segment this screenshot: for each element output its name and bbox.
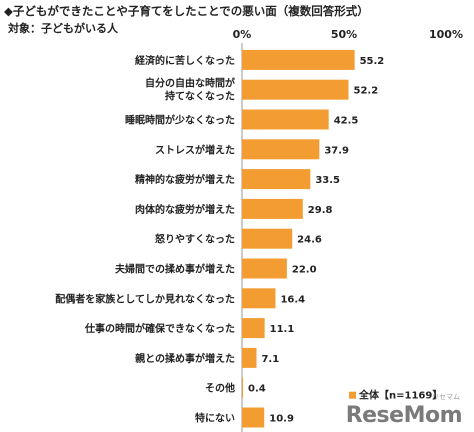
- bar: [242, 79, 349, 100]
- category-label: 経済的に苦しくなった: [135, 54, 235, 67]
- category-label: ストレスが増えた: [155, 143, 235, 156]
- bar: [242, 139, 320, 160]
- bar: [242, 49, 355, 70]
- value-label: 10.9: [269, 414, 294, 425]
- bar: [242, 258, 287, 279]
- value-label: 0.4: [248, 384, 266, 395]
- category-label: 夫婦間での揉め事が増えた: [114, 263, 235, 276]
- category-label: 特にない: [195, 412, 235, 425]
- chart-subtitle: 対象：子どもがいる人: [8, 22, 118, 35]
- category-label: 親との揉め事が増えた: [135, 352, 235, 365]
- chart-title: ◆子どもができたことや子育てをしたことでの悪い面（複数回答形式）: [4, 4, 369, 18]
- category-label: 怒りやすくなった: [155, 233, 235, 246]
- category-label: 自分の自由な時間が: [145, 77, 236, 90]
- bar: [242, 169, 311, 190]
- value-label: 42.5: [334, 116, 359, 127]
- value-label: 52.2: [353, 86, 378, 97]
- value-label: 33.5: [315, 175, 340, 186]
- value-label: 7.1: [261, 354, 279, 365]
- brand-kana: リセマム: [432, 393, 460, 401]
- resemom-logo: ReseMom: [345, 403, 463, 428]
- category-label: 配偶者を家族としてしか見れなくなった: [55, 292, 235, 305]
- bar: [242, 377, 243, 398]
- legend-label: 全体【n=1169】: [358, 389, 442, 402]
- x-tick-label: 0%: [233, 28, 252, 41]
- legend-swatch: [349, 391, 356, 399]
- bar: [242, 288, 276, 309]
- bar: [242, 318, 265, 339]
- value-label: 55.2: [360, 56, 385, 67]
- value-label: 11.1: [270, 324, 295, 335]
- value-label: 22.0: [292, 265, 317, 276]
- category-label: 仕事の時間が確保できなくなった: [84, 322, 235, 335]
- value-label: 37.9: [324, 145, 349, 156]
- bar: [242, 198, 303, 219]
- bar: [242, 347, 257, 368]
- category-label: 睡眠時間が少なくなった: [125, 114, 235, 127]
- x-tick-label: 100%: [429, 28, 463, 41]
- category-label: 肉体的な疲労が増えた: [135, 203, 235, 216]
- value-label: 16.4: [280, 294, 305, 305]
- value-label: 29.8: [308, 205, 333, 216]
- bar: [242, 407, 265, 428]
- category-label: 精神的な疲労が増えた: [135, 173, 235, 186]
- category-label: その他: [205, 382, 235, 395]
- value-label: 24.6: [297, 235, 322, 246]
- bar: [242, 109, 329, 130]
- x-tick-label: 50%: [331, 28, 357, 41]
- category-label: 持てなくなった: [165, 90, 235, 103]
- bar: [242, 228, 293, 249]
